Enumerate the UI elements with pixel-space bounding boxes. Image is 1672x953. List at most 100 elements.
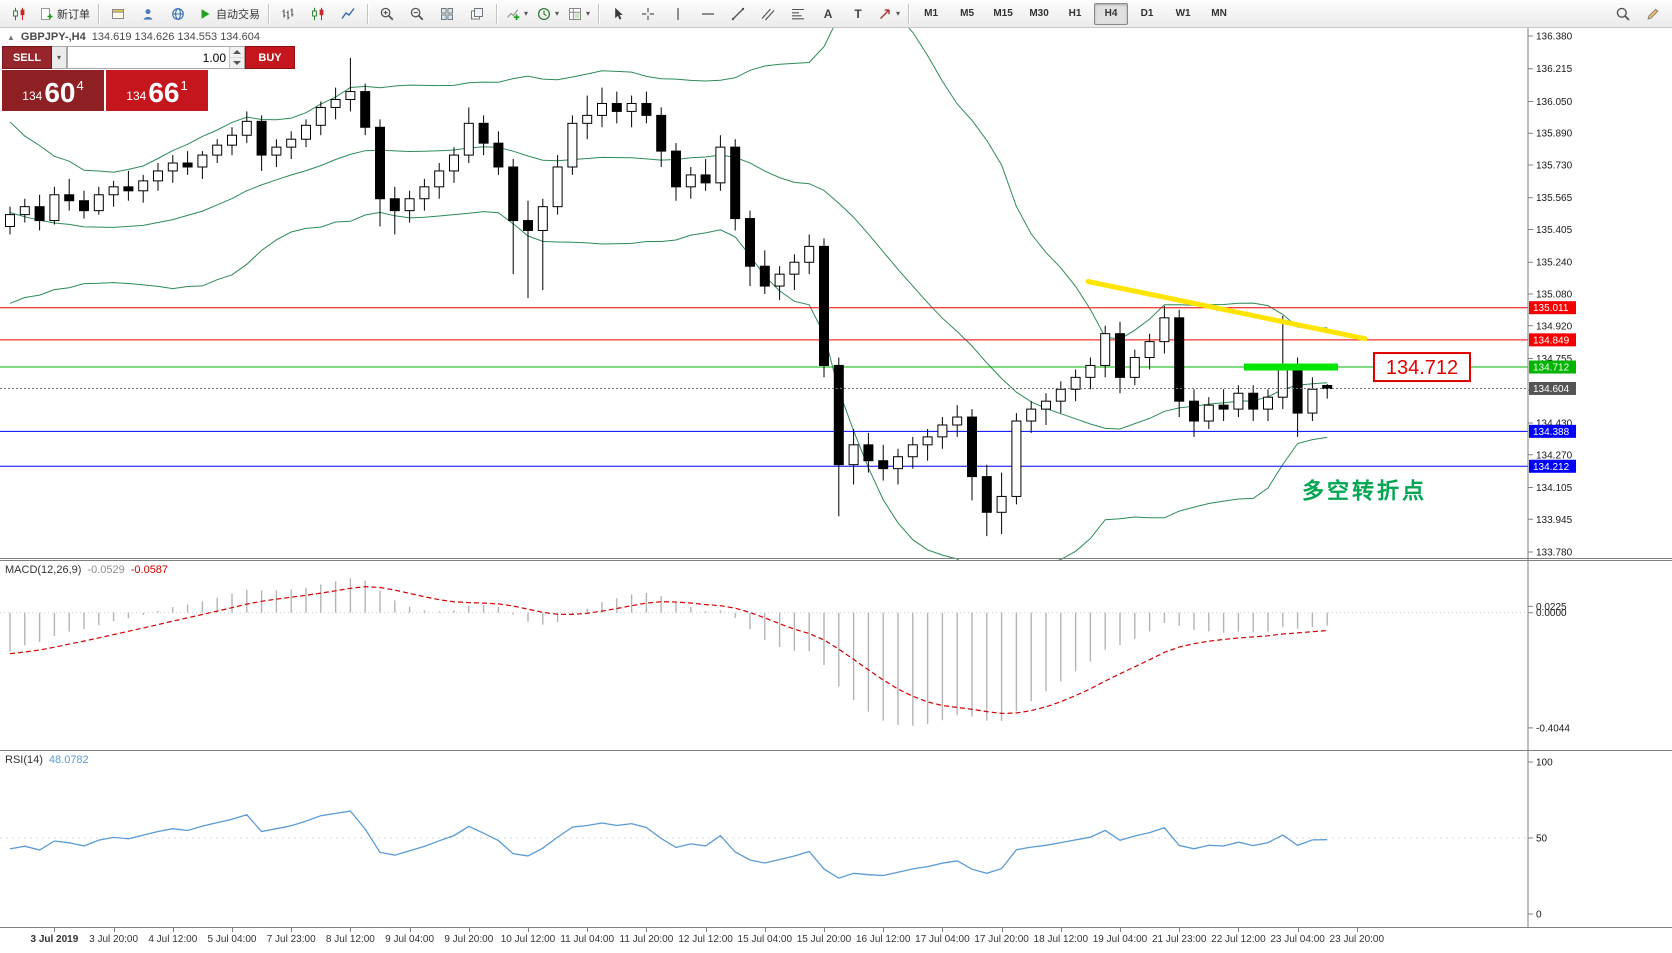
edit-icon[interactable]: [1638, 2, 1668, 26]
time-axis-label: 10 Jul 12:00: [500, 934, 556, 945]
community-icon[interactable]: [163, 2, 193, 26]
channel-icon[interactable]: [753, 2, 783, 26]
autotrading-button[interactable]: 自动交易: [193, 2, 264, 26]
zoom-out-icon: [409, 6, 425, 22]
candle-chart-icon[interactable]: [303, 2, 333, 26]
buy-button[interactable]: BUY: [245, 46, 295, 69]
time-axis-tick: [646, 928, 648, 932]
timeframe-m1[interactable]: M1: [924, 8, 939, 19]
timeframe-w1[interactable]: W1: [1175, 8, 1191, 19]
time-axis-tick: [1001, 928, 1003, 932]
timeframe-h1[interactable]: H1: [1068, 8, 1082, 19]
svg-text:134.270: 134.270: [1536, 450, 1573, 461]
price-scale-badge: 134.604: [1529, 381, 1576, 395]
macd-title: MACD(12,26,9): [5, 564, 82, 576]
rsi-value: 48.0782: [48, 754, 89, 766]
tile-windows-icon[interactable]: [432, 2, 462, 26]
timeframe-mn[interactable]: MN: [1211, 8, 1227, 19]
time-axis-label: 17 Jul 04:00: [915, 934, 970, 945]
yellow-trendline[interactable]: [1085, 278, 1368, 342]
rsi-title: RSI(14): [5, 754, 43, 766]
cascade-windows-icon[interactable]: [462, 2, 492, 26]
timeframe-h4[interactable]: H4: [1094, 2, 1129, 25]
tile-windows-icon: [439, 6, 455, 22]
profile-icon[interactable]: [133, 2, 163, 26]
svg-text:0.0000: 0.0000: [1536, 608, 1567, 619]
cursor-icon: [610, 6, 626, 22]
new-order-button[interactable]: 新订单: [34, 2, 94, 26]
macd-signal-value: -0.0587: [130, 564, 169, 576]
periods-button[interactable]: ▾: [532, 2, 563, 26]
label-icon[interactable]: T: [843, 2, 873, 26]
time-axis-label: 3 Jul 20:00: [89, 934, 139, 945]
svg-text:136.215: 136.215: [1536, 64, 1573, 75]
arrows-icon[interactable]: ▾: [873, 2, 904, 26]
rsi-indicator-label: RSI(14) 48.0782: [5, 754, 89, 766]
candlesticks: [5, 57, 1333, 537]
time-axis-label: 11 Jul 04:00: [560, 934, 615, 945]
bar-chart-icon[interactable]: [273, 2, 303, 26]
time-axis-tick: [528, 928, 529, 932]
horizontal-line-icon[interactable]: [693, 2, 723, 26]
toolbar-separator: [268, 3, 269, 24]
indicators-button[interactable]: ▾: [501, 2, 532, 26]
time-axis-tick: [705, 928, 707, 932]
search-icon: [1615, 6, 1631, 22]
price-scale-badge: 135.011: [1529, 301, 1576, 315]
svg-text:134.755: 134.755: [1536, 354, 1573, 365]
vertical-line-icon[interactable]: [663, 2, 693, 26]
price-annotation-box[interactable]: 134.712: [1373, 352, 1471, 383]
indicators-icon: [505, 6, 521, 22]
toolbar-separator: [908, 3, 910, 24]
trendline-icon[interactable]: [723, 2, 753, 26]
edit-icon: [1645, 6, 1661, 22]
sell-button[interactable]: SELL: [2, 46, 52, 69]
sell-price-box[interactable]: 134 60 4: [2, 70, 104, 111]
time-axis-label: 12 Jul 12:00: [678, 934, 733, 945]
time-axis-label: 8 Jul 12:00: [325, 934, 375, 945]
svg-text:135.240: 135.240: [1536, 258, 1573, 269]
chart-window-icon: [11, 6, 27, 22]
timeframe-m15[interactable]: M15: [993, 8, 1013, 19]
svg-text:133.945: 133.945: [1536, 515, 1573, 526]
highlight-segment[interactable]: [1244, 363, 1338, 371]
time-axis: 3 Jul 2019 3 Jul 20:00 4 Jul 12:00 5 Jul 04…: [0, 928, 1672, 953]
search-icon[interactable]: [1608, 2, 1638, 26]
time-axis-tick: [468, 928, 470, 932]
text-icon[interactable]: A: [813, 2, 843, 26]
svg-text:134.920: 134.920: [1536, 321, 1573, 332]
svg-text:134.604: 134.604: [1533, 384, 1570, 395]
buy-price-box[interactable]: 134 66 1: [106, 70, 208, 111]
new-order-icon: [38, 6, 54, 22]
timeframe-m30[interactable]: M30: [1029, 8, 1049, 19]
market-watch-icon[interactable]: [103, 2, 133, 26]
zoom-in-icon[interactable]: [372, 2, 402, 26]
text-annotation[interactable]: 多空转折点: [1302, 478, 1427, 503]
time-axis-label: 21 Jul 23:00: [1151, 934, 1207, 945]
spinner-up-icon[interactable]: [230, 47, 244, 58]
timeframe-m5[interactable]: M5: [960, 8, 975, 19]
templates-button[interactable]: ▾: [563, 2, 594, 26]
line-chart-icon[interactable]: [333, 2, 363, 26]
templates-icon: [567, 6, 583, 22]
time-axis-label: 16 Jul 12:00: [855, 934, 911, 945]
toolbar-separator: [496, 3, 497, 24]
fibonacci-icon[interactable]: [783, 2, 813, 26]
cursor-icon[interactable]: [603, 2, 633, 26]
time-axis-label: 15 Jul 20:00: [796, 934, 852, 945]
volume-spinner[interactable]: [229, 47, 244, 68]
timeframe-d1[interactable]: D1: [1140, 8, 1154, 19]
volume-input[interactable]: [68, 47, 229, 68]
spinner-down-icon[interactable]: [230, 58, 244, 68]
order-type-dropdown[interactable]: ▾: [52, 46, 67, 69]
svg-text:135.080: 135.080: [1536, 290, 1573, 301]
crosshair-icon[interactable]: [633, 2, 663, 26]
bar-chart-icon: [280, 6, 296, 22]
zoom-out-icon[interactable]: [402, 2, 432, 26]
chevron-down-icon: ▾: [586, 8, 591, 18]
chart-window-icon[interactable]: [4, 2, 34, 26]
time-axis-tick: [350, 928, 352, 932]
price-scale-badge: 134.212: [1529, 459, 1576, 473]
time-axis-tick: [1120, 928, 1121, 932]
